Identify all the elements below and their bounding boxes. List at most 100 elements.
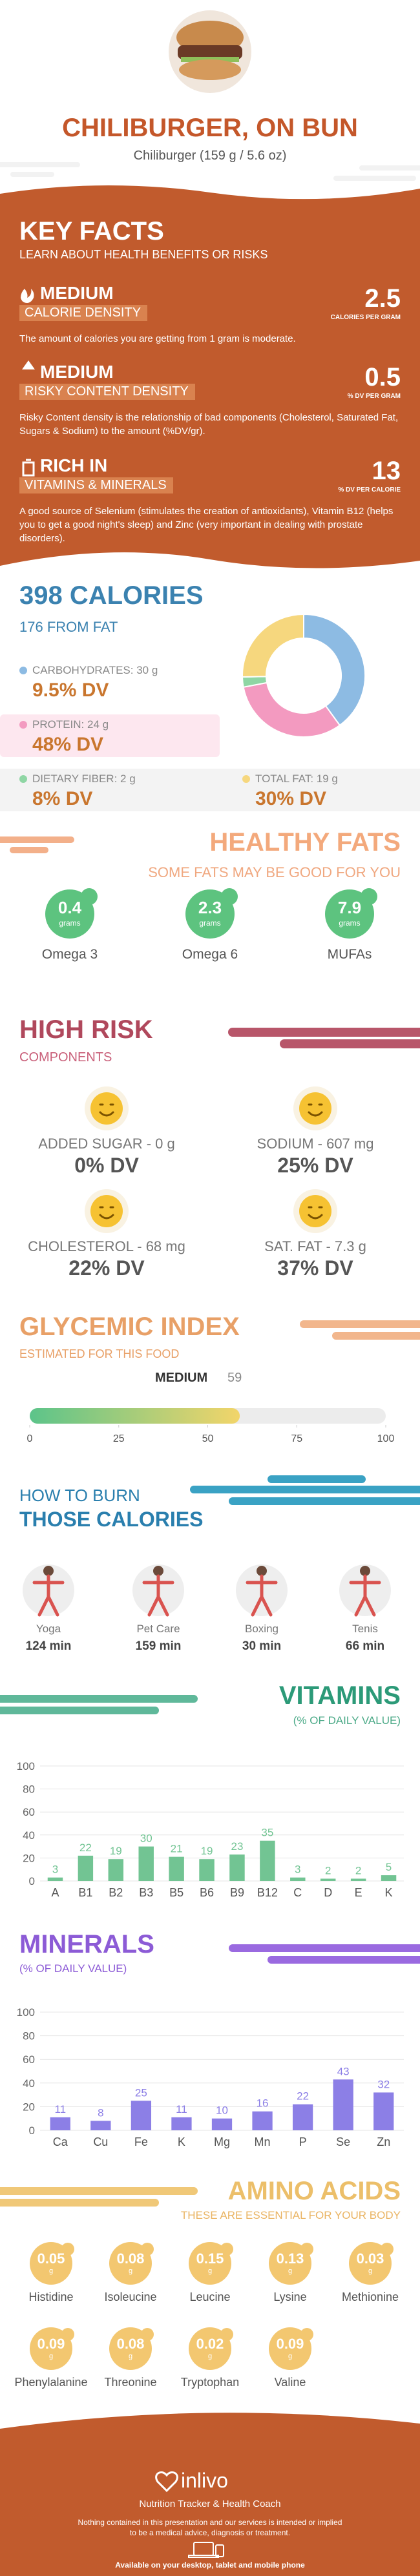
amino-value: 0.09 [276, 2336, 304, 2352]
fact-value: 0.5 [364, 363, 401, 391]
row-bg [0, 769, 420, 811]
gi-bar [30, 1408, 240, 1424]
section-title: AMINO ACIDS [227, 2177, 401, 2205]
x-tick-label: B5 [169, 1886, 184, 1899]
gi-value: 59 [227, 1371, 242, 1385]
amino-bubble [269, 2327, 311, 2370]
x-tick-label: K [178, 2135, 185, 2148]
warning-icon [22, 360, 35, 369]
face-icon [308, 1103, 323, 1117]
amino-name: Isoleucine [104, 2290, 157, 2303]
amino-bubble [220, 2243, 233, 2256]
activity-name: Tenis [352, 1623, 378, 1635]
y-tick-label: 60 [23, 1806, 35, 1818]
x-tick-label: B1 [78, 1886, 92, 1899]
y-tick-label: 40 [23, 1829, 35, 1842]
bar [211, 2118, 233, 2130]
amino-unit: g [288, 2267, 293, 2275]
amino-value: 0.05 [37, 2250, 65, 2267]
amino-unit: g [207, 2353, 213, 2360]
amino-value: 0.13 [276, 2250, 304, 2267]
decor [300, 1320, 420, 1340]
tagline: Nutrition Tracker & Health Coach [139, 2498, 281, 2509]
activity-icon [246, 1574, 278, 1617]
amino-name: Threonine [104, 2376, 157, 2389]
amino-name: Tryptophan [180, 2376, 240, 2389]
section-subtitle: LEARN ABOUT HEALTH BENEFITS OR RISKS [19, 248, 268, 261]
bar-label: 19 [110, 1845, 122, 1857]
bar [229, 1854, 245, 1881]
x-tick-label: P [299, 2135, 307, 2148]
activity-icon [142, 1574, 174, 1617]
amino-unit: g [48, 2353, 54, 2360]
bar-label: 11 [54, 2103, 66, 2115]
activity-icon [32, 1574, 65, 1617]
x-tick-label: A [51, 1886, 59, 1899]
fat-name: MUFAs [327, 947, 372, 962]
legend-dot [19, 775, 27, 783]
y-tick-label: 100 [17, 1760, 35, 1772]
bar-label: 5 [386, 1861, 392, 1873]
bar [350, 1878, 366, 1881]
bar [290, 1877, 306, 1881]
face-icon [308, 1206, 323, 1220]
amino-name: Methionine [341, 2290, 399, 2303]
fact-description: Risky Content density is the relationshi… [19, 412, 399, 437]
bar-label: 2 [325, 1864, 331, 1876]
amino-value: 0.08 [116, 2336, 145, 2352]
bar-label: 35 [261, 1827, 273, 1839]
activity-time: 124 min [25, 1639, 72, 1653]
title: CHILIBURGER, ON BUN [62, 114, 358, 142]
amino-name: Lysine [273, 2290, 307, 2303]
fact-value: 13 [372, 457, 401, 485]
bar [50, 2117, 70, 2130]
x-tick-label: D [324, 1886, 332, 1899]
activity-icon [153, 1566, 163, 1576]
availability: Available on your desktop, tablet and mo… [115, 2560, 305, 2570]
face-icon [90, 1195, 123, 1227]
fat-name: Omega 6 [182, 947, 238, 962]
disclaimer: Nothing contained in this presentation a… [78, 2518, 342, 2527]
bar-label: 22 [297, 2090, 309, 2103]
burger-image [169, 10, 251, 93]
amino-bubble [349, 2242, 392, 2285]
risk-name: ADDED SUGAR - 0 g [38, 1136, 175, 1152]
fact-description: A good source of Selenium (stimulates th… [19, 506, 394, 544]
decor [228, 1028, 420, 1048]
legend-dot [242, 775, 250, 783]
activity-name: Yoga [36, 1623, 61, 1635]
x-tick-label: B9 [230, 1886, 244, 1899]
device-icon [188, 2542, 224, 2558]
section-subtitle: 176 FROM FAT [19, 619, 118, 635]
bar-label: 3 [52, 1864, 58, 1876]
y-tick-label: 20 [23, 1852, 35, 1864]
bubble [361, 888, 377, 905]
fact-level: MEDIUM [40, 283, 114, 303]
face-icon [90, 1092, 123, 1125]
y-tick-label: 20 [23, 2101, 35, 2113]
fact-value: 2.5 [364, 284, 401, 313]
y-tick-label: 0 [29, 1875, 35, 1887]
face-icon [299, 1092, 331, 1125]
bar-label: 11 [176, 2103, 187, 2115]
section-subtitle: (% OF DAILY VALUE) [19, 1962, 127, 1975]
amino-name: Valine [274, 2376, 306, 2389]
amino-bubble [269, 2242, 311, 2285]
amino-bubble [109, 2242, 152, 2285]
section-title: THOSE CALORIES [19, 1508, 204, 1531]
amino-bubble [141, 2243, 154, 2256]
bar-label: 32 [377, 2078, 390, 2090]
amino-value: 0.08 [116, 2250, 145, 2267]
bar [90, 2121, 111, 2130]
x-tick-label: B2 [109, 1886, 123, 1899]
fact-name: VITAMINS & MINERALS [19, 477, 173, 493]
risk-dv: 0% DV [74, 1154, 139, 1177]
amino-value: 0.03 [356, 2250, 384, 2267]
amino-bubble [300, 2328, 313, 2341]
gi-tick-label: 75 [291, 1433, 302, 1444]
legend-dv: 9.5% DV [32, 680, 109, 701]
x-tick-label: Fe [134, 2135, 148, 2148]
bubble [81, 888, 98, 905]
bar [199, 1859, 215, 1881]
